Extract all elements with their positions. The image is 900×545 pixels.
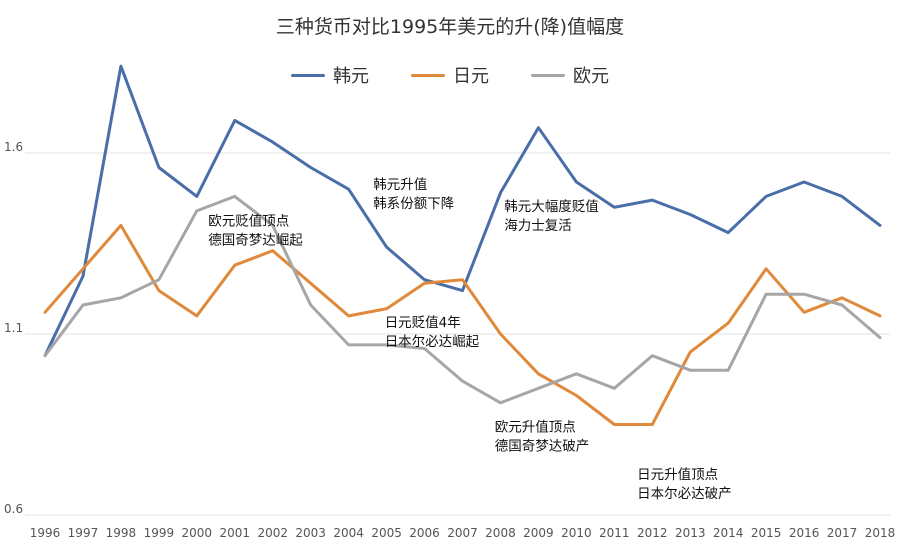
x-tick-label: 2007 [447, 526, 478, 540]
x-tick-label: 1996 [30, 526, 61, 540]
y-tick-label: 1.1 [4, 321, 23, 335]
x-tick-label: 2017 [827, 526, 858, 540]
annotation-text: 日本尔必达崛起 [385, 334, 480, 350]
annotation-text: 欧元贬值顶点 [208, 213, 289, 229]
x-tick-label: 2015 [751, 526, 782, 540]
legend-swatch-euro [531, 73, 565, 77]
legend-item-yen: 日元 [411, 62, 489, 88]
x-tick-label: 2013 [675, 526, 706, 540]
x-tick-label: 2009 [523, 526, 554, 540]
x-tick-label: 2012 [637, 526, 668, 540]
y-tick-label: 0.6 [4, 502, 23, 516]
annotation-text: 韩系份额下降 [373, 196, 454, 212]
x-tick-label: 1998 [106, 526, 137, 540]
x-tick-label: 1999 [144, 526, 175, 540]
x-tick-label: 2008 [485, 526, 516, 540]
x-tick-label: 2005 [371, 526, 402, 540]
y-tick-label: 1.6 [4, 140, 23, 154]
x-tick-label: 2001 [219, 526, 250, 540]
x-tick-label: 2014 [713, 526, 744, 540]
legend-swatch-yen [411, 73, 445, 77]
x-tick-label: 2016 [789, 526, 820, 540]
annotation-text: 德国奇梦达崛起 [208, 231, 303, 248]
annotation-text: 日元升值顶点 [637, 467, 718, 483]
x-tick-label: 2000 [182, 526, 213, 540]
series-line-0 [43, 64, 882, 358]
legend: 韩元 日元 欧元 [0, 62, 900, 88]
x-tick-label: 2002 [257, 526, 288, 540]
x-tick-label: 2011 [599, 526, 630, 540]
annotation-text: 日本尔必达破产 [637, 486, 732, 502]
x-tick-label: 2003 [295, 526, 326, 540]
legend-label-korean-won: 韩元 [333, 66, 369, 87]
series-line-1 [43, 223, 882, 426]
x-tick-label: 2006 [409, 526, 440, 540]
annotation-text: 日元贬值4年 [385, 315, 461, 331]
x-tick-label: 1997 [68, 526, 99, 540]
x-tick-label: 2018 [865, 526, 896, 540]
legend-label-euro: 欧元 [573, 66, 609, 87]
legend-swatch-korean-won [291, 73, 325, 77]
chart-title: 三种货币对比1995年美元的升(降)值幅度 [275, 16, 625, 38]
annotation-text: 德国奇梦达破产 [495, 438, 590, 455]
annotation-text: 海力士复活 [504, 217, 572, 234]
annotation-text: 韩元大幅度贬值 [504, 199, 599, 215]
legend-item-korean-won: 韩元 [291, 62, 369, 88]
annotation-text: 欧元升值顶点 [495, 420, 576, 436]
x-tick-label: 2004 [333, 526, 364, 540]
annotation-text: 韩元升值 [373, 177, 427, 193]
x-tick-label: 2010 [561, 526, 592, 540]
legend-item-euro: 欧元 [531, 62, 609, 88]
series-line-2 [43, 194, 882, 405]
legend-label-yen: 日元 [453, 66, 489, 87]
